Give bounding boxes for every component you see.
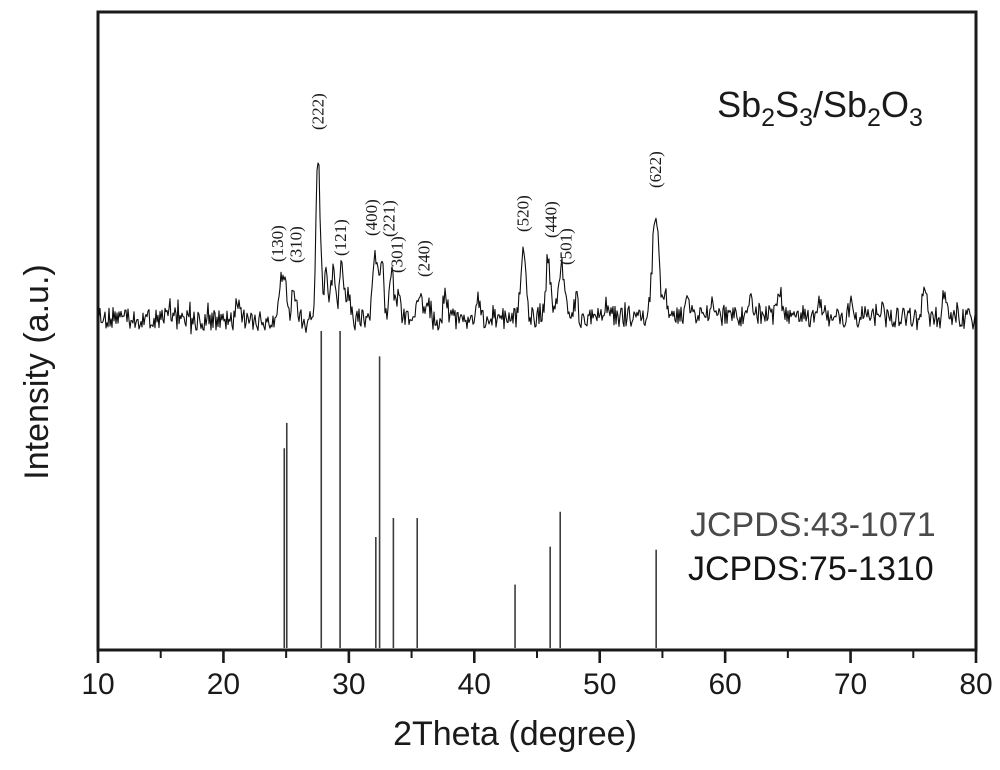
- x-tick-label: 10: [81, 668, 114, 701]
- jcpds-reference-1: JCPDS:43-1071: [690, 506, 936, 544]
- peak-hkl-labels: (130) (310) (222) (121) (400)(221)(301) (240)…: [268, 93, 665, 277]
- x-tick-label: 40: [458, 668, 491, 701]
- peak-label-221: (221): [380, 200, 399, 237]
- x-axis-label: 2Theta (degree): [393, 715, 637, 753]
- peak-label-121: (121): [331, 219, 350, 256]
- peak-label-520: (520): [514, 195, 533, 232]
- peak-label-622: (622): [646, 151, 665, 188]
- x-tick-label: 80: [959, 668, 992, 701]
- peak-label-240: (240): [415, 240, 434, 277]
- xrd-trace-line: [97, 162, 977, 335]
- x-tick-label: 50: [583, 668, 616, 701]
- x-tick-label: 30: [332, 668, 365, 701]
- peak-label-222: (222): [309, 93, 328, 130]
- x-axis-tick-labels: 10 20 30 40 50 60 70 80: [81, 668, 992, 701]
- peak-label-400: (400): [362, 199, 381, 236]
- peak-label-310: (310): [287, 226, 306, 263]
- x-tick-label: 20: [207, 668, 240, 701]
- x-tick-label: 70: [834, 668, 867, 701]
- reference-stick-pattern: [283, 331, 657, 648]
- x-tick-label: 60: [708, 668, 741, 701]
- peak-label-130: (130): [268, 225, 287, 262]
- x-axis-ticks: [96, 650, 978, 663]
- sample-title: Sb2S3/Sb2O3: [717, 84, 923, 132]
- jcpds-reference-2: JCPDS:75-1310: [688, 550, 934, 588]
- peak-label-440: (440): [541, 201, 560, 238]
- y-axis-label: Intensity (a.u.): [18, 264, 56, 479]
- peak-label-301: (301): [388, 236, 407, 273]
- peak-label-501: (501): [556, 228, 575, 265]
